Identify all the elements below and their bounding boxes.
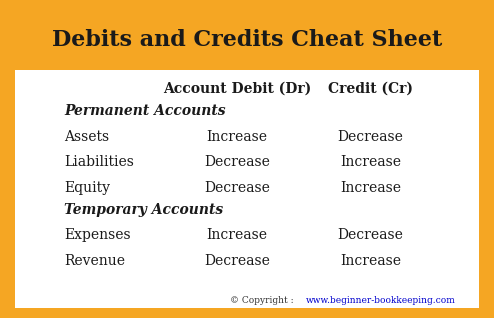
Text: Increase: Increase — [340, 181, 401, 195]
Text: Increase: Increase — [206, 130, 268, 144]
Text: Decrease: Decrease — [337, 228, 404, 242]
Text: Account Debit (Dr): Account Debit (Dr) — [163, 82, 311, 96]
Text: Credit (Cr): Credit (Cr) — [328, 82, 413, 96]
Text: Debits and Credits Cheat Sheet: Debits and Credits Cheat Sheet — [52, 29, 442, 51]
Text: Permanent Accounts: Permanent Accounts — [64, 104, 226, 118]
Text: © Copyright :: © Copyright : — [230, 296, 296, 305]
Text: www.beginner-bookkeeping.com: www.beginner-bookkeeping.com — [306, 296, 456, 305]
Text: Decrease: Decrease — [337, 130, 404, 144]
Text: Temporary Accounts: Temporary Accounts — [64, 203, 223, 217]
FancyBboxPatch shape — [15, 10, 479, 70]
Text: Increase: Increase — [340, 155, 401, 169]
Text: Increase: Increase — [206, 228, 268, 242]
Text: Liabilities: Liabilities — [64, 155, 134, 169]
Text: Assets: Assets — [64, 130, 109, 144]
Text: Decrease: Decrease — [204, 254, 270, 268]
Text: Equity: Equity — [64, 181, 110, 195]
Text: Decrease: Decrease — [204, 155, 270, 169]
Text: Increase: Increase — [340, 254, 401, 268]
Text: Revenue: Revenue — [64, 254, 125, 268]
Text: Expenses: Expenses — [64, 228, 131, 242]
Text: Decrease: Decrease — [204, 181, 270, 195]
FancyBboxPatch shape — [15, 10, 479, 308]
